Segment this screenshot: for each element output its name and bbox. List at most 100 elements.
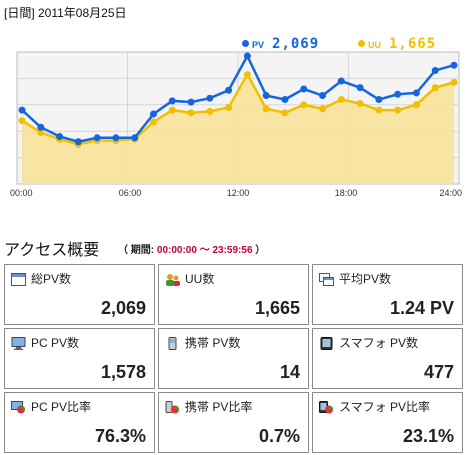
pv-dot-icon — [242, 40, 249, 47]
card-smartphone-pv: スマフォ PV数 477 — [312, 328, 463, 389]
summary-period-open: （ 期間: — [118, 245, 157, 256]
card-value: 1,578 — [100, 362, 146, 382]
card-label: UU数 — [185, 272, 215, 286]
data-point-pv — [206, 94, 214, 102]
data-point-uu — [262, 105, 270, 113]
data-point-pv — [262, 92, 270, 100]
window-icon — [11, 271, 26, 286]
summary-title: アクセス概要 — [4, 240, 100, 259]
windows-stack-icon — [319, 271, 334, 286]
legend-pv-label: PV — [252, 40, 265, 50]
data-point-pv — [412, 89, 420, 97]
page-date-title: [日間] 2011年08月25日 — [4, 6, 127, 20]
data-point-pv — [168, 97, 176, 105]
data-point-pv — [337, 77, 345, 85]
card-label: スマフォ PV数 — [339, 336, 418, 350]
summary-period-range: 00:00:00 〜 23:59:56 — [156, 245, 253, 256]
data-point-pv — [450, 61, 458, 69]
data-point-pv — [394, 90, 402, 98]
data-point-pv — [149, 110, 157, 118]
card-label: PC PV数 — [31, 336, 80, 350]
mobile-ratio-icon — [165, 399, 180, 414]
data-point-uu — [281, 109, 289, 117]
summary-period-close: ） — [252, 245, 266, 256]
legend-pv: PV 2,069 — [242, 36, 319, 52]
data-point-uu — [168, 106, 176, 114]
data-point-uu — [206, 107, 214, 115]
card-value: 76.3% — [94, 426, 146, 446]
data-point-pv — [356, 84, 364, 92]
card-label: 携帯 PV数 — [185, 336, 241, 350]
data-point-pv — [225, 86, 233, 94]
card-value: 477 — [423, 362, 454, 382]
x-tick-label: 06:00 — [119, 188, 142, 198]
data-point-pv — [319, 92, 327, 100]
chart-legend: PV 2,069 UU 1,665 — [240, 36, 462, 54]
card-mobile-pv-ratio: 携帯 PV比率 0.7% — [158, 392, 309, 453]
card-value: 1.24 PV — [389, 298, 454, 318]
card-pc-pv-ratio: PC PV比率 76.3% — [4, 392, 155, 453]
data-point-pv — [131, 134, 139, 142]
data-point-pv — [187, 98, 195, 106]
card-value: 23.1% — [402, 426, 454, 446]
legend-pv-value: 2,069 — [272, 36, 320, 52]
card-value: 0.7% — [258, 426, 300, 446]
users-icon — [165, 271, 180, 286]
card-smartphone-pv-ratio: スマフォ PV比率 23.1% — [312, 392, 463, 453]
data-point-uu — [375, 106, 383, 114]
data-point-pv — [56, 132, 64, 140]
card-label: スマフォ PV比率 — [339, 400, 430, 414]
data-point-pv — [18, 106, 26, 114]
data-point-uu — [450, 78, 458, 86]
card-mobile-pv: 携帯 PV数 14 — [158, 328, 309, 389]
data-point-pv — [300, 85, 308, 93]
data-point-uu — [18, 117, 26, 125]
chart-series — [18, 52, 458, 184]
data-point-pv — [243, 52, 251, 60]
data-point-uu — [300, 101, 308, 109]
card-value: 2,069 — [100, 298, 146, 318]
x-tick-label: 18:00 — [335, 188, 358, 198]
uu-dot-icon — [358, 40, 365, 47]
chart-x-ticks: 00:00 06:00 12:00 18:00 24:00 — [10, 188, 462, 198]
data-point-uu — [243, 70, 251, 78]
pv-uu-line-chart: 00:00 06:00 12:00 18:00 24:00 — [10, 51, 462, 198]
data-point-uu — [356, 99, 364, 107]
data-point-uu — [394, 106, 402, 114]
card-value: 1,665 — [254, 298, 300, 318]
card-uu: UU数 1,665 — [158, 264, 309, 325]
card-pc-pv: PC PV数 1,578 — [4, 328, 155, 389]
card-label: 平均PV数 — [339, 272, 392, 286]
x-tick-label: 12:00 — [227, 188, 250, 198]
pc-ratio-icon — [11, 399, 26, 414]
card-label: 携帯 PV比率 — [185, 400, 253, 414]
x-tick-label: 00:00 — [10, 188, 33, 198]
card-label: PC PV比率 — [31, 400, 92, 414]
data-point-pv — [112, 134, 120, 142]
smartphone-ratio-icon — [319, 399, 334, 414]
summary-card-grid: 総PV数 2,069 UU数 1,665 平均PV数 1.24 PV PC PV… — [4, 264, 463, 453]
data-point-pv — [375, 96, 383, 104]
pc-monitor-icon — [11, 335, 26, 350]
summary-period: （ 期間: 00:00:00 〜 23:59:56 ） — [118, 241, 265, 256]
data-point-pv — [37, 123, 45, 131]
data-point-uu — [412, 101, 420, 109]
card-average-pv: 平均PV数 1.24 PV — [312, 264, 463, 325]
data-point-uu — [149, 118, 157, 126]
card-label: 総PV数 — [31, 272, 72, 286]
data-point-uu — [337, 96, 345, 104]
data-point-uu — [431, 84, 439, 92]
data-point-pv — [281, 96, 289, 104]
data-point-uu — [37, 129, 45, 137]
smartphone-icon — [319, 335, 334, 350]
legend-uu-label: UU — [368, 40, 381, 50]
data-point-pv — [93, 134, 101, 142]
data-point-pv — [431, 66, 439, 74]
series-area-uu — [22, 74, 454, 184]
card-value: 14 — [279, 362, 300, 382]
data-point-uu — [319, 105, 327, 113]
legend-uu: UU 1,665 — [358, 36, 436, 52]
x-tick-label: 24:00 — [439, 188, 462, 198]
data-point-uu — [187, 109, 195, 117]
legend-uu-value: 1,665 — [389, 36, 437, 52]
